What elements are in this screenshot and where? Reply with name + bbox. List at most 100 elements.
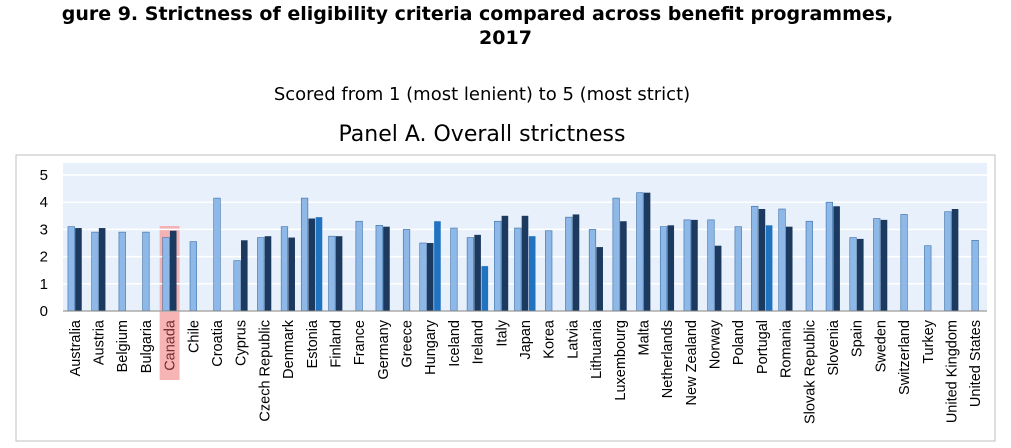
x-tick-label: Luxembourg xyxy=(613,320,629,401)
x-axis-labels: Australia Austria Belgium Bulgaria Canada Chi… xyxy=(68,319,984,424)
bar-japan-s1 xyxy=(514,227,522,312)
bar-korea-s1 xyxy=(545,230,553,312)
bar-ireland-s3 xyxy=(481,266,489,311)
bar-hungary-s1 xyxy=(419,242,427,312)
x-tick-label: Norway xyxy=(708,319,724,369)
x-tick-label: Germany xyxy=(376,319,392,379)
y-tick-label: 4 xyxy=(40,194,48,211)
bar-denmark-s2 xyxy=(288,237,295,311)
x-tick-label: New Zealand xyxy=(684,320,700,405)
chart-frame xyxy=(15,154,996,442)
x-tick-label: Portugal xyxy=(755,320,771,374)
bar-romania-s2 xyxy=(785,226,793,311)
bar-croatia-s1 xyxy=(213,197,221,312)
x-tick-label: Netherlands xyxy=(660,320,676,398)
bar-lithuania-s1 xyxy=(588,229,597,312)
x-tick-label: Australia xyxy=(68,319,84,376)
bar-iceland-s1 xyxy=(450,227,458,312)
x-tick-label: Croatia xyxy=(210,319,226,367)
figure-title-line2: 2017 xyxy=(479,27,532,49)
y-tick-label: 3 xyxy=(40,221,48,238)
x-tick-label: Japan xyxy=(518,320,534,360)
bar-lithuania-s2 xyxy=(596,247,603,311)
x-tick-label: Switzerland xyxy=(897,320,913,395)
x-tick-label: Latvia xyxy=(565,319,581,359)
bar-estonia-s3 xyxy=(315,217,323,311)
x-tick-label: Slovak Republic xyxy=(802,320,818,424)
x-tick-label: United Kingdom xyxy=(944,320,960,423)
bar-latvia-s1 xyxy=(565,216,573,312)
y-axis-ticks: 0 1 2 3 4 5 xyxy=(40,167,48,320)
y-tick-label: 1 xyxy=(40,276,48,293)
bar-hungary-s2 xyxy=(426,243,434,311)
x-tick-label: Sweden xyxy=(873,320,889,372)
bar-greece-s1 xyxy=(402,229,411,312)
bar-hungary-s3 xyxy=(434,221,441,311)
x-tick-label: Spain xyxy=(850,320,866,357)
x-tick-label: Romania xyxy=(779,319,795,378)
x-tick-label: Denmark xyxy=(281,319,297,379)
bar-finland-s2 xyxy=(335,236,343,311)
bar-netherlands-s1 xyxy=(659,226,668,312)
bar-denmark-s1 xyxy=(280,226,289,312)
bar-italy-s1 xyxy=(494,220,502,312)
bar-norway-s2 xyxy=(714,245,722,311)
x-tick-label: Poland xyxy=(731,320,747,365)
bar-ireland-s1 xyxy=(466,237,475,312)
x-tick-label: Cyprus xyxy=(234,320,250,366)
bar-australia-s1 xyxy=(67,226,75,312)
chart-subtitle: Scored from 1 (most lenient) to 5 (most … xyxy=(273,84,691,105)
bar-new-zealand-s1 xyxy=(683,219,691,312)
bar-series xyxy=(67,192,979,312)
x-tick-label: United States xyxy=(968,320,984,407)
bar-new-zealand-s2 xyxy=(691,219,698,311)
bar-germany-s2 xyxy=(383,226,390,311)
x-tick-label: Ireland xyxy=(471,320,487,364)
bar-austria-s2 xyxy=(98,228,106,311)
x-tick-label: Malta xyxy=(636,319,652,355)
bar-norway-s1 xyxy=(707,219,715,312)
x-tick-label: Hungary xyxy=(423,319,439,375)
bar-united-states-s1 xyxy=(971,239,979,312)
x-tick-label: Slovenia xyxy=(826,319,842,376)
bar-sweden-s2 xyxy=(880,219,888,311)
bar-netherlands-s2 xyxy=(667,225,675,311)
bar-bulgaria-s1 xyxy=(142,231,150,312)
bar-spain-s1 xyxy=(849,237,857,312)
bar-slovenia-s2 xyxy=(833,206,840,311)
bar-united-kingdom-s2 xyxy=(951,209,959,311)
x-tick-label: Bulgaria xyxy=(139,319,155,373)
panel-title: Panel A. Overall strictness xyxy=(338,122,626,147)
bar-united-kingdom-s1 xyxy=(944,211,952,312)
bar-czech-republic-s2 xyxy=(264,236,272,311)
bar-sweden-s1 xyxy=(873,218,881,312)
bar-estonia-s2 xyxy=(308,218,316,311)
y-tick-label: 2 xyxy=(40,249,48,266)
bar-czech-republic-s1 xyxy=(257,237,265,312)
bar-chile-s1 xyxy=(189,241,197,312)
x-tick-label: Italy xyxy=(494,319,510,346)
figure-title-line1: gure 9. Strictness of eligibility criter… xyxy=(61,3,894,25)
figure-title: gure 9. Strictness of eligibility criter… xyxy=(0,2,1011,50)
bar-cyprus-s2 xyxy=(240,240,248,311)
bar-malta-s2 xyxy=(643,192,651,311)
x-tick-label: Belgium xyxy=(115,320,131,372)
y-tick-label: 5 xyxy=(40,167,48,184)
bar-canada-s2 xyxy=(169,230,177,311)
bar-romania-s1 xyxy=(778,208,786,312)
x-tick-label: Chile xyxy=(186,320,202,353)
bar-japan-s2 xyxy=(521,215,529,311)
bar-slovenia-s1 xyxy=(825,201,833,312)
x-tick-label: Iceland xyxy=(447,320,463,367)
bar-germany-s1 xyxy=(375,225,383,312)
bar-canada-s1 xyxy=(162,237,170,312)
x-tick-label: France xyxy=(352,320,368,365)
bar-switzerland-s1 xyxy=(900,214,908,312)
bar-malta-s1 xyxy=(636,192,644,312)
bar-belgium-s1 xyxy=(118,231,126,312)
bar-luxembourg-s1 xyxy=(612,197,620,312)
x-tick-label: Estonia xyxy=(305,319,321,368)
bar-portugal-s2 xyxy=(758,209,766,311)
x-tick-label: Finland xyxy=(328,320,344,368)
